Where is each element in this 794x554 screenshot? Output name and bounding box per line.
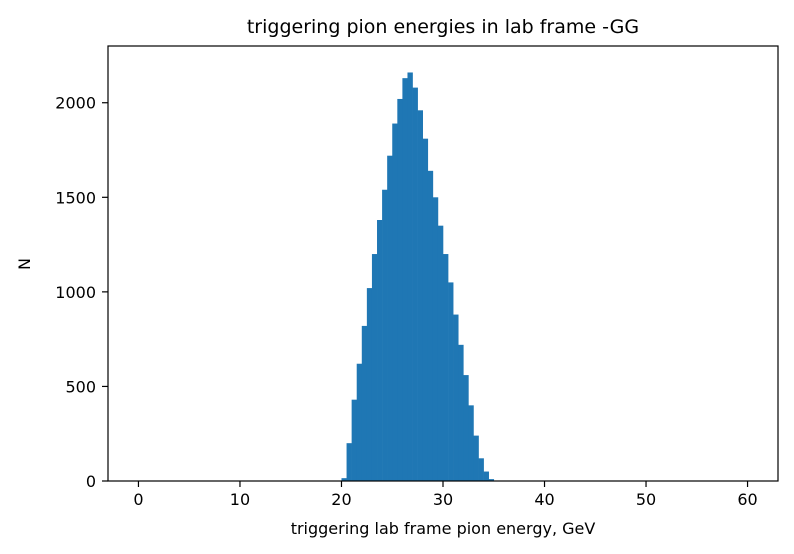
x-tick-label-6: 60 <box>737 490 757 509</box>
histogram-bar-24 <box>463 375 469 481</box>
histogram-bar-19 <box>437 225 444 481</box>
x-tick-label-4: 40 <box>534 490 554 509</box>
y-tick-label-3: 1500 <box>55 188 96 207</box>
y-axis-ticks: 0 500 1000 1500 2000 <box>55 94 108 491</box>
histogram-bar-21 <box>448 282 454 481</box>
x-tick-label-5: 50 <box>636 490 656 509</box>
x-axis-ticks: 0 10 20 30 40 50 60 <box>133 481 758 509</box>
histogram-bar-25 <box>468 405 474 481</box>
x-axis-label: triggering lab frame pion energy, GeV <box>291 519 596 538</box>
histogram-bar-27 <box>478 458 484 481</box>
x-tick-label-1: 10 <box>230 490 250 509</box>
histogram-bar-1 <box>346 443 352 481</box>
y-axis-label: N <box>15 258 34 270</box>
histogram-bar-4 <box>361 325 368 481</box>
histogram-bar-20 <box>443 254 449 481</box>
histogram-bar-15 <box>417 110 423 481</box>
histogram-bar-8 <box>382 189 388 481</box>
histogram-bar-28 <box>483 471 489 481</box>
histogram-bar-3 <box>356 363 363 481</box>
histogram-bar-17 <box>427 170 434 481</box>
histogram-bar-10 <box>392 123 398 481</box>
histogram-bar-22 <box>453 314 459 481</box>
histogram-bar-9 <box>387 155 393 481</box>
histogram-bar-26 <box>473 435 479 481</box>
histogram-bar-5 <box>366 288 373 481</box>
histogram-bar-6 <box>371 254 378 481</box>
histogram-bar-13 <box>407 72 413 481</box>
histogram-bar-29 <box>488 479 495 481</box>
histogram-bar-18 <box>432 197 439 481</box>
y-tick-label-1: 500 <box>65 377 96 396</box>
histogram-bar-2 <box>351 399 358 481</box>
x-tick-label-2: 20 <box>331 490 351 509</box>
histogram-bar-23 <box>458 344 464 481</box>
histogram-bar-14 <box>412 87 418 481</box>
chart-title: triggering pion energies in lab frame -G… <box>247 16 639 38</box>
y-tick-label-2: 1000 <box>55 283 96 302</box>
histogram-bar-11 <box>397 98 403 482</box>
x-tick-label-3: 30 <box>433 490 453 509</box>
histogram-bar-12 <box>402 78 408 482</box>
histogram-bar-16 <box>422 138 429 481</box>
histogram-bars <box>341 72 495 482</box>
y-tick-label-0: 0 <box>86 472 96 491</box>
histogram-bar-7 <box>377 220 383 481</box>
y-tick-label-4: 2000 <box>55 94 96 113</box>
histogram-bar-0 <box>341 478 347 481</box>
x-tick-label-0: 0 <box>133 490 143 509</box>
